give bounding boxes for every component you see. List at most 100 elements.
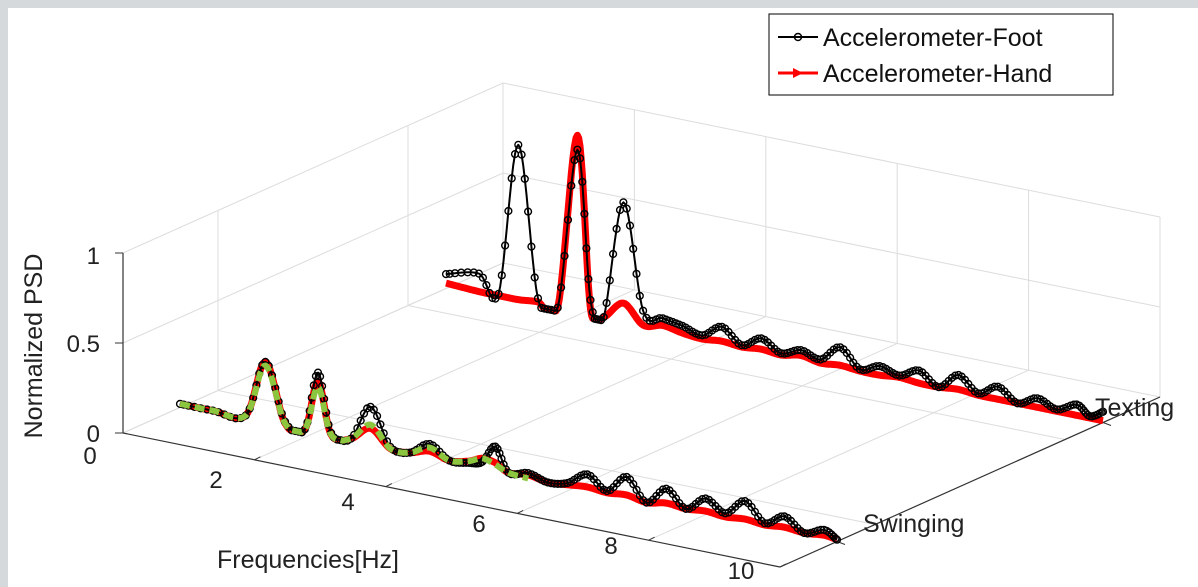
- series-point: [478, 273, 488, 282]
- x-tick-label-2: 2: [209, 467, 222, 494]
- series-point: [638, 306, 648, 315]
- series-point: [369, 405, 378, 414]
- y-tick-0: [836, 541, 846, 545]
- series-point: [491, 442, 500, 451]
- series-point: [632, 269, 641, 278]
- series-point: [376, 420, 385, 429]
- y-axis-line: [779, 396, 1161, 568]
- axes: [115, 252, 1161, 568]
- series-point: [556, 283, 566, 292]
- legend-box: [768, 13, 1114, 96]
- z-tick-label-1: 1: [87, 243, 100, 270]
- grid-floor-x-1: [254, 289, 635, 461]
- series-point: [575, 154, 585, 163]
- series-point: [507, 174, 516, 183]
- grid-line-z-2: [122, 82, 1161, 254]
- series-point: [520, 174, 529, 184]
- series-point: [309, 381, 318, 390]
- series-point: [494, 289, 503, 298]
- series-layer: [175, 131, 1108, 544]
- psd-waterfall-chart: 2 4 6 8 10 0 0 0.5 1 Frequencies[Hz] Nor…: [20, 13, 1174, 585]
- series-point: [553, 303, 562, 312]
- x-tick-2: [516, 509, 524, 514]
- series-point: [582, 244, 591, 253]
- series-point: [497, 271, 506, 280]
- series-point: [832, 535, 842, 544]
- series-point: [642, 498, 651, 507]
- series-point: [612, 224, 621, 234]
- series-point: [533, 294, 543, 303]
- x-tick-4: [779, 563, 787, 568]
- series-point: [567, 181, 576, 190]
- series-point: [316, 372, 325, 381]
- series-point: [1069, 400, 1078, 409]
- category-label-swinging: Swinging: [863, 510, 964, 538]
- series-point: [514, 140, 523, 149]
- series-point: [1056, 405, 1065, 414]
- series-point: [619, 198, 628, 207]
- series-point: [622, 204, 631, 213]
- x-axis-label: Frequencies[Hz]: [217, 546, 399, 574]
- series-point: [356, 416, 365, 425]
- grid-floor-y-1: [407, 305, 1066, 440]
- labels-layer: 2 4 6 8 10 0 0 0.5 1 Frequencies[Hz] Nor…: [20, 243, 1174, 585]
- grid-line-z-1: [122, 172, 1161, 344]
- legend: Accelerometer-Foot Accelerometer-Hand: [768, 13, 1114, 96]
- series-point: [625, 221, 635, 230]
- series-point: [570, 156, 579, 165]
- x-tick-1: [385, 483, 393, 488]
- series-point: [501, 241, 510, 250]
- series-point: [721, 509, 730, 518]
- series-point: [934, 383, 943, 392]
- series-point: [629, 244, 638, 253]
- series-point: [441, 270, 451, 279]
- series-point: [1075, 401, 1084, 410]
- y-tick-1: [1102, 422, 1112, 426]
- series-point: [482, 281, 491, 290]
- legend-label-hand: Accelerometer-Hand: [823, 60, 1052, 88]
- series-point: [608, 249, 618, 259]
- series-4-accelerometer-hand-texting: [444, 131, 1106, 425]
- series-point: [806, 528, 816, 538]
- x-origin-label: 0: [83, 443, 96, 470]
- series-point: [578, 177, 587, 187]
- z-axis-label: Normalized PSD: [20, 254, 48, 439]
- series-point: [816, 525, 826, 534]
- series-point: [698, 331, 707, 340]
- series-point: [373, 411, 382, 421]
- x-tick-label-6: 6: [472, 511, 485, 538]
- series-point: [584, 275, 593, 284]
- legend-label-foot: Accelerometer-Foot: [823, 24, 1043, 52]
- x-tick-3: [648, 536, 655, 541]
- figure-frame: 2 4 6 8 10 0 0 0.5 1 Frequencies[Hz] Nor…: [8, 8, 1198, 587]
- series-line: [178, 362, 531, 482]
- x-axis-line: [122, 432, 781, 568]
- series-point: [493, 444, 502, 454]
- series-point: [599, 313, 608, 322]
- series-point: [517, 150, 526, 159]
- x-tick-0: [254, 456, 261, 461]
- series-point: [445, 269, 454, 278]
- series-point: [313, 368, 323, 377]
- category-label-texting: Texting: [1095, 394, 1174, 422]
- x-tick-label-4: 4: [341, 489, 354, 516]
- legend-marker-hand: [793, 68, 803, 78]
- series-point: [605, 276, 614, 285]
- series-point: [1098, 407, 1108, 416]
- series-point: [586, 295, 595, 305]
- series-point: [831, 534, 840, 543]
- series-point: [573, 145, 582, 154]
- x-tick-label-8: 8: [604, 533, 617, 560]
- legend-marker-foot: [793, 32, 803, 42]
- series-point: [530, 273, 539, 282]
- series-3-accelerometer-foot-texting: [441, 140, 1108, 421]
- x-tick-label-10: 10: [728, 558, 755, 585]
- series-point: [580, 209, 589, 219]
- series-point: [635, 291, 644, 301]
- z-tick-label-0: 0: [87, 421, 100, 448]
- grid-floor-y-0: [217, 390, 876, 525]
- series-point: [527, 242, 536, 251]
- series-point: [469, 268, 478, 277]
- series-point: [602, 298, 611, 308]
- series-line: [444, 131, 1106, 425]
